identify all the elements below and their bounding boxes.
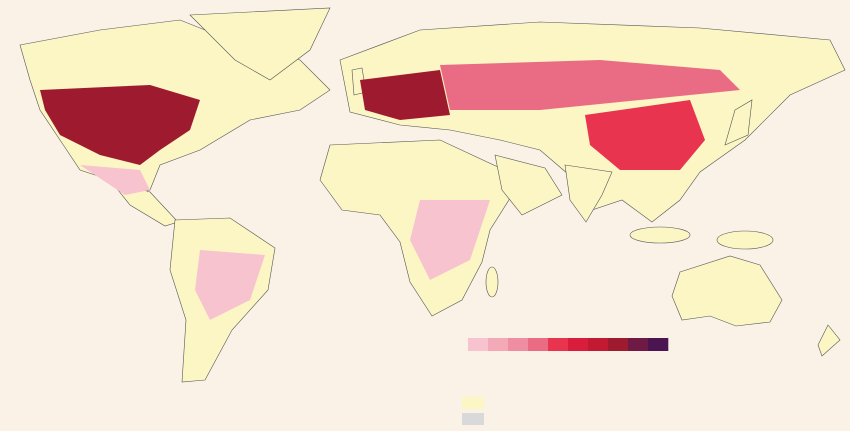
arabia xyxy=(494,154,563,216)
region-mexico xyxy=(80,165,150,195)
legend-swatch xyxy=(608,338,629,351)
legend-swatch xyxy=(548,338,569,351)
region-south-america xyxy=(195,250,265,320)
india xyxy=(564,164,613,223)
legend-swatch xyxy=(588,338,609,351)
legend-swatch xyxy=(462,397,484,409)
greenland xyxy=(189,7,331,81)
legend-swatch xyxy=(468,338,489,351)
madagascar xyxy=(485,266,499,298)
region-africa xyxy=(410,200,490,280)
new-guinea xyxy=(716,230,774,250)
legend xyxy=(462,338,669,425)
region-europe xyxy=(360,70,450,120)
legend-swatch xyxy=(462,413,484,425)
legend-swatch xyxy=(568,338,589,351)
legend-swatch xyxy=(488,338,509,351)
australia xyxy=(671,255,783,327)
region-china xyxy=(585,100,705,170)
legend-swatch xyxy=(648,338,669,351)
indonesia xyxy=(629,226,691,244)
new-zealand xyxy=(817,324,841,357)
shaded-regions xyxy=(40,60,740,320)
region-russia xyxy=(440,60,740,110)
japan xyxy=(724,99,753,146)
region-usa xyxy=(40,85,200,165)
legend-swatch xyxy=(508,338,529,351)
legend-swatch xyxy=(528,338,549,351)
legend-swatch xyxy=(628,338,649,351)
